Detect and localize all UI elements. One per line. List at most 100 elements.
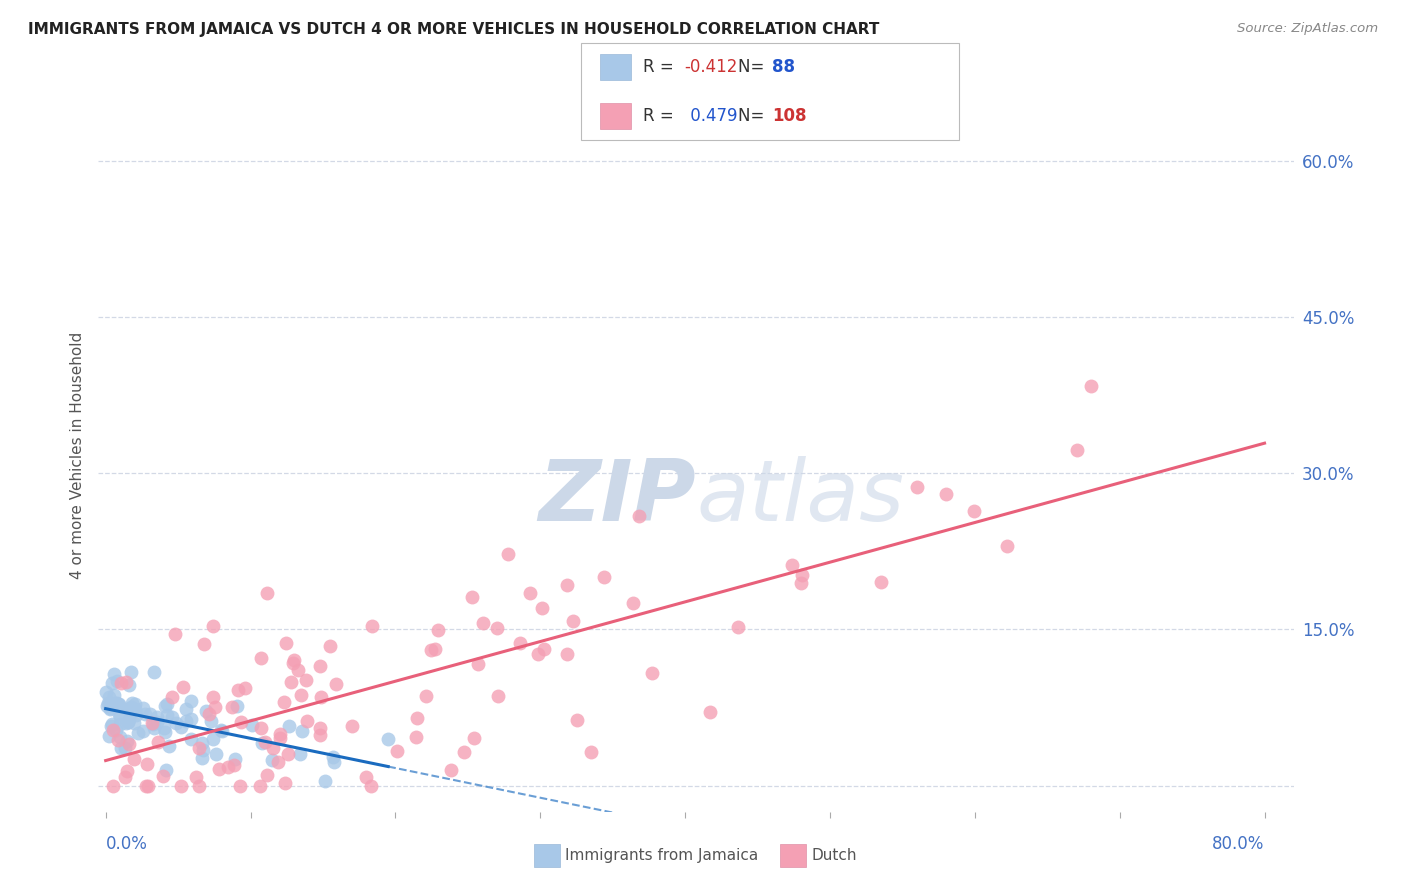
Point bbox=[354, 770, 377, 784]
Point bbox=[621, 596, 644, 610]
Point bbox=[1080, 379, 1102, 393]
Point bbox=[628, 508, 651, 523]
Point bbox=[318, 640, 340, 654]
Point bbox=[242, 718, 264, 732]
Point bbox=[108, 698, 131, 712]
Point bbox=[314, 774, 336, 789]
Point bbox=[453, 745, 475, 759]
Text: 0.479: 0.479 bbox=[685, 107, 737, 125]
Point bbox=[486, 689, 509, 703]
Point bbox=[405, 731, 427, 745]
Point bbox=[118, 678, 141, 692]
Point bbox=[204, 700, 226, 714]
Point bbox=[467, 657, 489, 671]
Point bbox=[139, 706, 162, 721]
Point bbox=[97, 696, 120, 710]
Point bbox=[415, 689, 437, 703]
Text: N=: N= bbox=[738, 58, 769, 76]
Point bbox=[377, 732, 399, 747]
Point bbox=[186, 770, 208, 784]
Point bbox=[274, 636, 297, 650]
Point bbox=[641, 665, 664, 680]
Point bbox=[124, 702, 146, 716]
Point bbox=[309, 721, 332, 735]
Text: ZIP: ZIP bbox=[538, 456, 696, 540]
Text: -0.412: -0.412 bbox=[685, 58, 738, 76]
Point bbox=[530, 600, 553, 615]
Point bbox=[486, 621, 509, 635]
Point bbox=[526, 647, 548, 661]
Point bbox=[567, 713, 589, 727]
Point bbox=[104, 723, 127, 737]
Point bbox=[170, 779, 193, 793]
Point bbox=[98, 702, 121, 716]
Point bbox=[472, 616, 495, 631]
Point bbox=[124, 716, 146, 731]
Point bbox=[180, 694, 202, 708]
Point bbox=[509, 635, 531, 649]
Point bbox=[295, 673, 318, 687]
Point bbox=[121, 697, 143, 711]
Point bbox=[256, 768, 278, 782]
Point bbox=[100, 675, 122, 690]
Point bbox=[1066, 442, 1088, 457]
Point bbox=[141, 715, 163, 730]
Point bbox=[440, 763, 463, 777]
Point bbox=[118, 705, 141, 719]
Point bbox=[262, 741, 284, 756]
Point bbox=[201, 690, 224, 704]
Point bbox=[202, 731, 225, 746]
Point bbox=[283, 653, 305, 667]
Point bbox=[120, 699, 142, 714]
Point bbox=[97, 690, 120, 705]
Point bbox=[309, 690, 332, 705]
Text: Immigrants from Jamaica: Immigrants from Jamaica bbox=[565, 848, 758, 863]
Point bbox=[115, 715, 138, 730]
Point bbox=[100, 719, 122, 733]
Point bbox=[118, 738, 141, 752]
Point bbox=[180, 712, 202, 726]
Point bbox=[322, 750, 344, 764]
Point bbox=[110, 741, 132, 756]
Point bbox=[127, 726, 149, 740]
Text: IMMIGRANTS FROM JAMAICA VS DUTCH 4 OR MORE VEHICLES IN HOUSEHOLD CORRELATION CHA: IMMIGRANTS FROM JAMAICA VS DUTCH 4 OR MO… bbox=[28, 22, 880, 37]
Point bbox=[103, 688, 125, 702]
Text: 108: 108 bbox=[772, 107, 807, 125]
Point bbox=[579, 745, 602, 759]
Point bbox=[155, 763, 177, 777]
Point bbox=[191, 751, 214, 765]
Point bbox=[115, 734, 138, 748]
Point bbox=[153, 721, 176, 735]
Text: Dutch: Dutch bbox=[811, 848, 856, 863]
Point bbox=[780, 558, 803, 572]
Point bbox=[288, 747, 311, 761]
Y-axis label: 4 or more Vehicles in Household: 4 or more Vehicles in Household bbox=[70, 331, 86, 579]
Point bbox=[101, 723, 124, 738]
Point bbox=[117, 715, 139, 730]
Point bbox=[156, 697, 179, 711]
Point bbox=[267, 756, 290, 770]
Point bbox=[143, 721, 166, 735]
Point bbox=[870, 574, 893, 589]
Point bbox=[146, 715, 169, 730]
Point bbox=[427, 624, 450, 638]
Point bbox=[201, 618, 224, 632]
Point bbox=[152, 769, 174, 783]
Point bbox=[146, 735, 169, 749]
Point bbox=[110, 676, 132, 690]
Point bbox=[935, 486, 957, 500]
Point bbox=[790, 568, 813, 582]
Point bbox=[699, 705, 721, 719]
Point bbox=[280, 674, 302, 689]
Point bbox=[222, 758, 245, 772]
Point bbox=[233, 681, 256, 696]
Text: 88: 88 bbox=[772, 58, 794, 76]
Point bbox=[561, 614, 583, 628]
Point bbox=[323, 756, 346, 770]
Point bbox=[105, 696, 128, 710]
Text: 80.0%: 80.0% bbox=[1212, 835, 1264, 853]
Point bbox=[145, 710, 167, 724]
Point bbox=[256, 585, 278, 599]
Text: Source: ZipAtlas.com: Source: ZipAtlas.com bbox=[1237, 22, 1378, 36]
Point bbox=[360, 618, 382, 632]
